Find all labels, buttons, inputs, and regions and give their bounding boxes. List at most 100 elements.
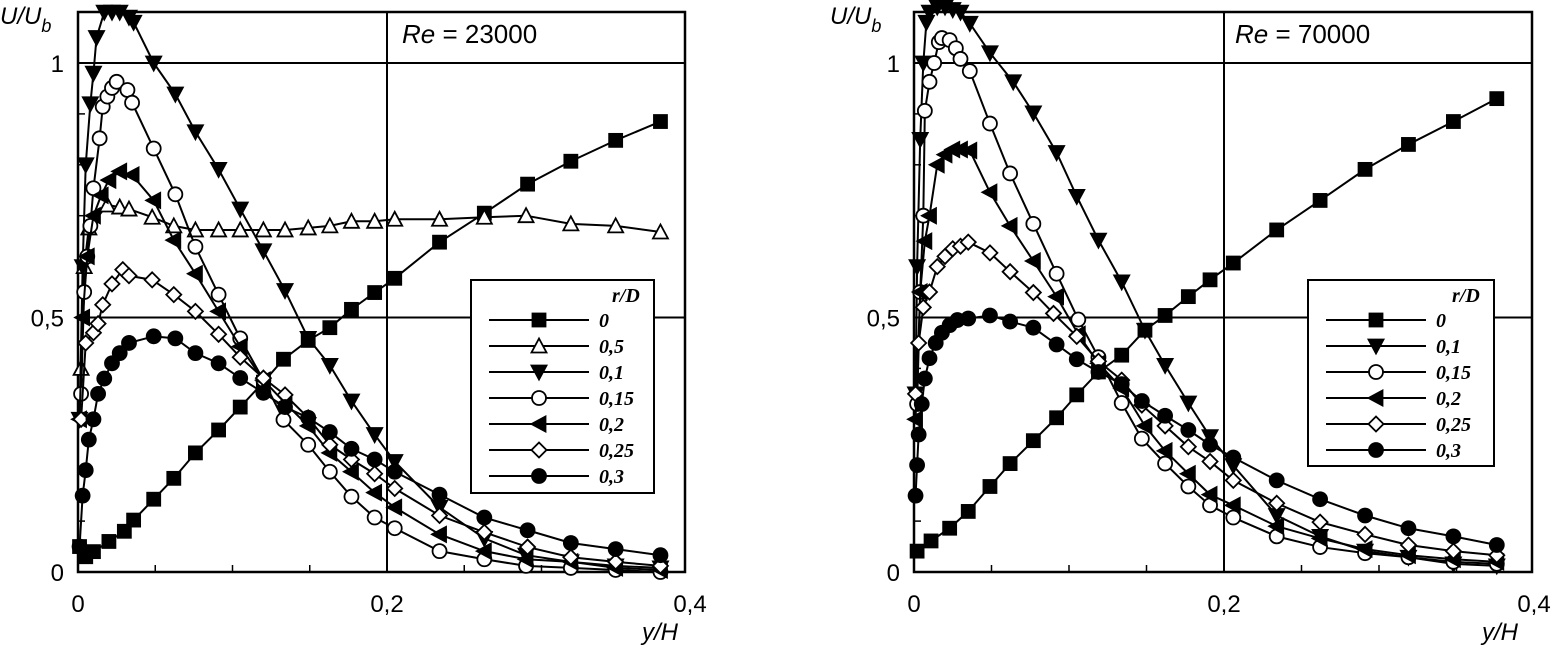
data-point — [1356, 525, 1374, 544]
data-point — [1312, 193, 1328, 208]
data-point — [1067, 188, 1086, 206]
data-point — [1401, 137, 1416, 152]
data-point — [1179, 438, 1198, 456]
data-point — [1225, 509, 1242, 526]
data-point — [1044, 304, 1063, 323]
data-point — [916, 102, 933, 119]
data-point — [1445, 528, 1462, 545]
data-point — [1267, 517, 1285, 536]
data-point — [960, 15, 979, 33]
data-point — [1025, 319, 1042, 336]
data-point — [89, 314, 107, 333]
legend: r/D0 0,5 0,1 0,15 0,2 0,25 0,3 — [470, 279, 655, 494]
data-point — [430, 525, 447, 544]
y-tick-label: 0,5 — [31, 306, 64, 333]
legend-marker — [1368, 312, 1384, 328]
data-point — [520, 176, 535, 192]
legend-label: 0,3 — [599, 466, 624, 488]
data-point — [651, 222, 670, 240]
data-point — [1202, 272, 1218, 288]
data-point — [1312, 491, 1328, 508]
data-point — [1001, 262, 1019, 281]
data-point — [1355, 540, 1373, 559]
data-point — [276, 283, 295, 300]
data-point — [1025, 215, 1042, 232]
data-point — [143, 271, 161, 289]
data-point — [300, 409, 317, 426]
data-point — [432, 234, 447, 250]
data-point — [431, 543, 448, 560]
data-point — [1002, 456, 1018, 471]
chart-panel-2: 0 0,5 1 0 0,2 0,4 U/Ub y/H Re = 70000 r/D 0 0,1 0,15… — [830, 0, 1551, 646]
data-point — [124, 14, 143, 32]
data-point — [960, 504, 976, 519]
data-point — [367, 285, 383, 300]
y-tick-label: 0 — [51, 560, 64, 587]
data-point — [909, 457, 925, 474]
data-point — [1155, 441, 1173, 460]
data-point — [1133, 393, 1150, 409]
y-axis-label: U/Ub — [830, 3, 881, 36]
data-point — [210, 286, 227, 303]
data-point — [1223, 496, 1241, 515]
data-point — [73, 308, 91, 327]
data-point — [518, 538, 537, 556]
data-point — [299, 218, 318, 236]
data-point — [475, 523, 494, 542]
data-point — [120, 266, 138, 285]
data-point — [981, 244, 999, 262]
data-point — [71, 538, 88, 555]
data-point — [1157, 455, 1173, 472]
data-point — [76, 334, 95, 352]
data-point — [231, 220, 250, 238]
series-rD-0-25 — [906, 233, 1506, 564]
data-point — [145, 140, 162, 157]
data-point — [80, 431, 97, 448]
legend-marker — [530, 441, 548, 459]
data-point — [608, 132, 624, 148]
y-axis-label: U/Ub — [0, 3, 51, 36]
series-rD-0-25 — [72, 260, 670, 575]
data-point — [211, 422, 226, 438]
data-point — [1180, 289, 1196, 305]
data-point — [366, 509, 383, 526]
data-point — [144, 55, 163, 73]
data-point — [209, 220, 228, 238]
data-point — [1069, 387, 1085, 403]
data-point — [1225, 449, 1242, 466]
data-point — [1112, 274, 1131, 292]
data-point — [320, 216, 339, 234]
data-point — [254, 220, 273, 238]
data-point — [1444, 542, 1463, 560]
data-point — [1156, 357, 1175, 375]
data-point — [99, 171, 117, 190]
x-tick-label: 0 — [71, 591, 84, 618]
data-point — [928, 257, 947, 276]
series-rD-0-3 — [907, 307, 1505, 553]
data-point — [652, 547, 669, 564]
data-point — [145, 328, 162, 345]
data-point — [343, 440, 360, 457]
data-point — [365, 211, 384, 229]
legend-label: 0,15 — [599, 388, 634, 410]
x-axis-label: y/H — [1480, 619, 1519, 646]
data-point — [146, 491, 162, 507]
data-point — [103, 275, 121, 293]
data-point — [474, 542, 492, 561]
data-point — [921, 73, 938, 90]
data-point — [275, 411, 292, 428]
data-point — [982, 115, 998, 132]
data-point — [186, 220, 205, 238]
series-rD-0-5 — [72, 195, 670, 376]
data-point — [321, 435, 339, 454]
x-tick-label: 0,4 — [673, 591, 706, 618]
data-point — [959, 233, 978, 251]
data-point — [84, 65, 103, 83]
data-point — [232, 370, 249, 386]
data-point — [166, 470, 182, 486]
data-point — [927, 155, 945, 174]
reynolds-annotation: Re = 23000 — [402, 19, 537, 49]
x-tick-label: 0 — [907, 591, 920, 618]
data-point — [1002, 313, 1018, 330]
data-point — [232, 399, 248, 415]
